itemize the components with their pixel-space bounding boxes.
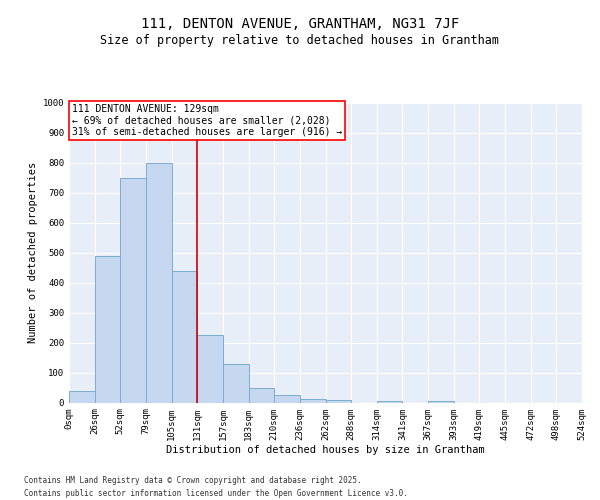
Bar xyxy=(146,162,172,402)
Text: 111, DENTON AVENUE, GRANTHAM, NG31 7JF: 111, DENTON AVENUE, GRANTHAM, NG31 7JF xyxy=(141,18,459,32)
Bar xyxy=(69,390,95,402)
Bar xyxy=(248,388,274,402)
Text: Contains HM Land Registry data © Crown copyright and database right 2025.: Contains HM Land Registry data © Crown c… xyxy=(24,476,362,485)
Y-axis label: Number of detached properties: Number of detached properties xyxy=(28,162,38,343)
Text: Size of property relative to detached houses in Grantham: Size of property relative to detached ho… xyxy=(101,34,499,47)
Bar xyxy=(300,398,325,402)
Bar xyxy=(274,395,300,402)
Bar xyxy=(95,256,121,402)
Bar xyxy=(121,178,146,402)
Bar xyxy=(223,364,248,403)
Text: 111 DENTON AVENUE: 129sqm
← 69% of detached houses are smaller (2,028)
31% of se: 111 DENTON AVENUE: 129sqm ← 69% of detac… xyxy=(71,104,342,137)
Bar xyxy=(377,401,403,402)
Bar xyxy=(172,270,197,402)
X-axis label: Distribution of detached houses by size in Grantham: Distribution of detached houses by size … xyxy=(166,445,485,455)
Bar xyxy=(428,401,454,402)
Bar xyxy=(325,400,351,402)
Bar xyxy=(197,335,223,402)
Text: Contains public sector information licensed under the Open Government Licence v3: Contains public sector information licen… xyxy=(24,489,408,498)
